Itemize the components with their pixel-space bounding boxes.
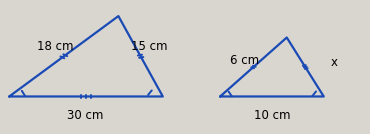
Text: 18 cm: 18 cm — [37, 40, 74, 53]
Text: 15 cm: 15 cm — [131, 40, 168, 53]
Text: 10 cm: 10 cm — [254, 109, 290, 122]
Text: x: x — [331, 56, 338, 70]
Text: 30 cm: 30 cm — [67, 109, 103, 122]
Text: 6 cm: 6 cm — [230, 54, 259, 68]
